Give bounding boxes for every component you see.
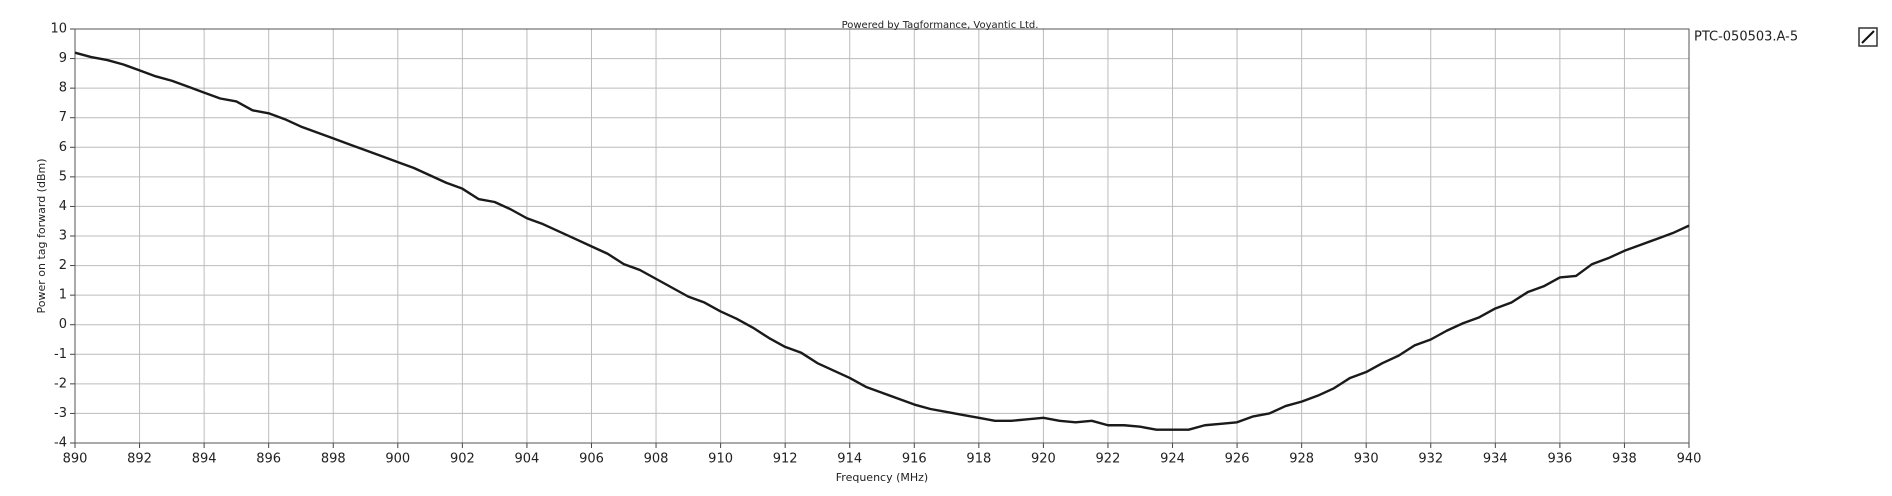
legend-toggle-icon (1861, 30, 1875, 44)
x-tick-label: 916 (902, 452, 927, 467)
x-tick-label: 898 (321, 452, 346, 467)
y-tick-label: 0 (59, 317, 67, 332)
x-tick-label: 910 (708, 452, 733, 467)
y-tick-label: 4 (59, 199, 67, 214)
x-tick-label: 940 (1677, 452, 1702, 467)
x-tick-label: 906 (579, 452, 604, 467)
x-tick-label: 904 (515, 452, 540, 467)
chart-title: Powered by Tagformance, Voyantic Ltd. (842, 20, 1039, 31)
y-tick-label: 9 (59, 51, 67, 66)
legend-label: PTC-050503.A-5 (1694, 30, 1798, 45)
x-tick-label: 924 (1160, 452, 1185, 467)
y-tick-label: 10 (50, 22, 67, 37)
x-tick-label: 922 (1096, 452, 1121, 467)
x-tick-label: 908 (644, 452, 669, 467)
x-tick-label: 918 (966, 452, 991, 467)
y-tick-label: 7 (59, 110, 67, 125)
x-tick-label: 932 (1418, 452, 1443, 467)
y-tick-label: 2 (59, 258, 67, 273)
y-axis-label: Power on tag forward (dBm) (35, 159, 48, 314)
x-tick-label: 890 (63, 452, 88, 467)
x-tick-label: 900 (385, 452, 410, 467)
y-tick-label: 1 (59, 288, 67, 303)
x-tick-label: 928 (1289, 452, 1314, 467)
plot-frame (74, 28, 1690, 444)
x-tick-label: 894 (192, 452, 217, 467)
y-tick-label: -2 (54, 376, 67, 391)
x-tick-label: 934 (1483, 452, 1508, 467)
x-tick-label: 902 (450, 452, 475, 467)
x-tick-label: 930 (1354, 452, 1379, 467)
x-tick-label: 914 (837, 452, 862, 467)
x-tick-label: 926 (1225, 452, 1250, 467)
y-tick-label: 6 (59, 140, 67, 155)
x-tick-label: 896 (256, 452, 281, 467)
x-axis-label: Frequency (MHz) (836, 471, 928, 484)
x-tick-label: 936 (1547, 452, 1572, 467)
y-tick-label: 5 (59, 169, 67, 184)
x-tick-label: 920 (1031, 452, 1056, 467)
y-tick-label: 8 (59, 81, 67, 96)
y-tick-label: -4 (54, 436, 67, 451)
series-line (74, 51, 1690, 431)
x-tick-label: 938 (1612, 452, 1637, 467)
x-tick-label: 912 (773, 452, 798, 467)
y-tick-label: 3 (59, 229, 67, 244)
x-tick-label: 892 (127, 452, 152, 467)
y-tick-label: -1 (54, 347, 67, 362)
y-tick-label: -3 (54, 406, 67, 421)
